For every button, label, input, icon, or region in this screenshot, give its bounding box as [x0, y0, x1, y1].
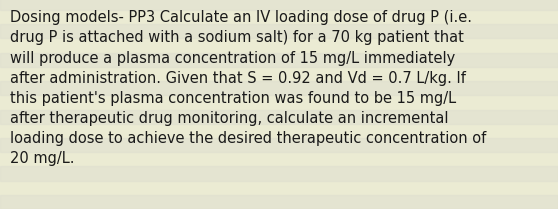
Bar: [0, 24, 558, 38]
Bar: [0, 138, 558, 152]
Bar: [0, 81, 558, 95]
Bar: [0, 110, 558, 124]
Bar: [0, 53, 558, 67]
Text: Dosing models- PP3 Calculate an IV loading dose of drug P (i.e.
drug P is attach: Dosing models- PP3 Calculate an IV loadi…: [10, 10, 486, 166]
Bar: [0, 166, 558, 181]
Bar: [0, 195, 558, 209]
Bar: [0, 0, 558, 10]
